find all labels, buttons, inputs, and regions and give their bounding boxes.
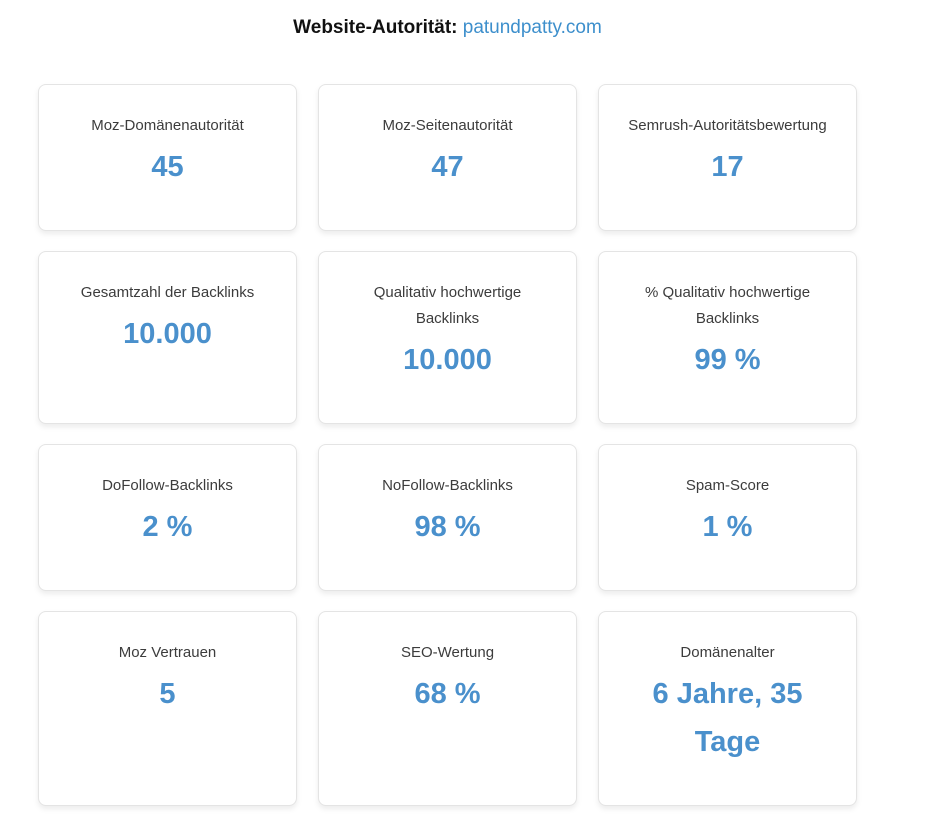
metric-card-nofollow: NoFollow-Backlinks 98 % — [318, 444, 577, 591]
metric-value: 47 — [431, 151, 464, 183]
metric-value: 68 % — [414, 678, 481, 710]
metric-label: Spam-Score — [685, 477, 770, 494]
metric-value: 10.000 — [123, 318, 212, 350]
metric-label: SEO-Wertung — [400, 644, 495, 661]
page-title: Website-Autorität: patundpatty.com — [0, 15, 895, 41]
metric-value: 10.000 — [403, 344, 492, 376]
metric-label: Domänenalter — [680, 644, 775, 661]
metric-card-semrush-authority: Semrush-Autoritätsbewertung 17 — [598, 84, 857, 231]
metric-value: 2 % — [142, 511, 193, 543]
metric-card-moz-domain-authority: Moz-Domänenautorität 45 — [38, 84, 297, 231]
metric-label: % Qualitativ hochwertige Backlinks — [644, 284, 811, 327]
metric-label: Qualitativ hochwertige Backlinks — [373, 284, 522, 327]
metric-card-moz-trust: Moz Vertrauen 5 — [38, 611, 297, 806]
metric-label: DoFollow-Backlinks — [102, 477, 233, 494]
metrics-grid: Moz-Domänenautorität 45 Moz-Seitenautori… — [38, 84, 857, 806]
title-label: Website-Autorität: — [293, 17, 458, 38]
metric-label: Semrush-Autoritätsbewertung — [628, 117, 827, 134]
metric-card-total-backlinks: Gesamtzahl der Backlinks 10.000 — [38, 251, 297, 424]
metric-value: 17 — [711, 151, 744, 183]
metric-card-quality-backlinks-percent: % Qualitativ hochwertige Backlinks 99 % — [598, 251, 857, 424]
metric-card-quality-backlinks: Qualitativ hochwertige Backlinks 10.000 — [318, 251, 577, 424]
metric-card-domain-age: Domänenalter 6 Jahre, 35 Tage — [598, 611, 857, 806]
metric-label: Moz Vertrauen — [118, 644, 217, 661]
metric-card-seo-score: SEO-Wertung 68 % — [318, 611, 577, 806]
metric-value: 1 % — [702, 511, 753, 543]
metric-value: 6 Jahre, 35 Tage — [652, 678, 803, 758]
metric-label: Moz-Domänenautorität — [91, 117, 244, 134]
domain-link[interactable]: patundpatty.com — [462, 17, 602, 38]
metric-card-dofollow: DoFollow-Backlinks 2 % — [38, 444, 297, 591]
metric-label: NoFollow-Backlinks — [382, 477, 513, 494]
metric-label: Gesamtzahl der Backlinks — [80, 284, 255, 301]
metric-value: 5 — [159, 678, 176, 710]
metric-value: 45 — [151, 151, 184, 183]
metric-value: 99 % — [694, 344, 761, 376]
metric-label: Moz-Seitenautorität — [382, 117, 513, 134]
metric-card-moz-page-authority: Moz-Seitenautorität 47 — [318, 84, 577, 231]
metric-card-spam-score: Spam-Score 1 % — [598, 444, 857, 591]
metric-value: 98 % — [414, 511, 481, 543]
